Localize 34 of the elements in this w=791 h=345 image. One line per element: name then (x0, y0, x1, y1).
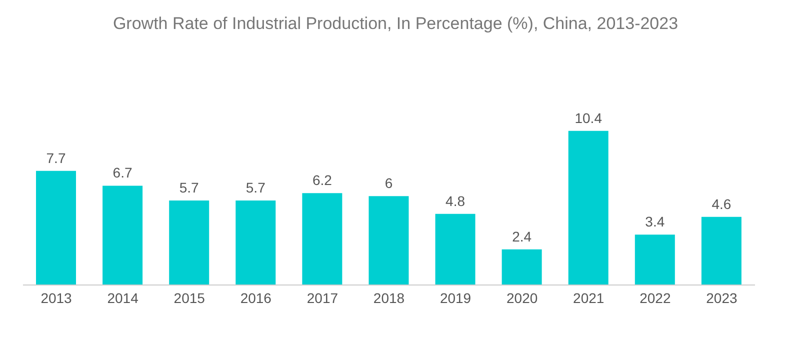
bar (169, 200, 210, 285)
x-tick-label: 2021 (573, 290, 604, 306)
bar (502, 249, 542, 285)
x-tick-label: 2019 (440, 290, 472, 306)
x-tick-label: 2022 (640, 290, 671, 306)
data-label: 4.6 (712, 196, 732, 212)
x-tick-label: 2013 (40, 290, 72, 306)
x-tick-label: 2017 (306, 290, 338, 306)
bar (568, 130, 608, 285)
bar (36, 170, 76, 285)
bar (102, 186, 143, 285)
bar (368, 196, 409, 285)
bar (236, 200, 276, 285)
x-tick-label: 2020 (506, 290, 538, 306)
bar (634, 234, 675, 285)
data-label: 10.4 (574, 110, 602, 126)
data-label: 6 (384, 175, 393, 192)
x-tick-label: 2018 (373, 290, 405, 306)
data-label: 3.4 (645, 214, 665, 230)
bar (302, 193, 342, 285)
data-label: 6.2 (312, 172, 332, 188)
data-label: 7.7 (46, 150, 66, 166)
data-label: 5.7 (246, 180, 266, 196)
chart-title: Growth Rate of Industrial Production, In Percentage (%), China, 2013-2023 (112, 14, 680, 34)
x-tick-label: 2015 (174, 290, 206, 306)
x-tick-label: 2023 (706, 290, 738, 306)
bar (435, 214, 476, 285)
data-label: 6.7 (112, 164, 132, 181)
x-tick-label: 2016 (240, 290, 272, 306)
data-label: 4.8 (446, 192, 466, 209)
x-tick-label: 2014 (107, 290, 139, 306)
data-label: 2.4 (512, 228, 532, 244)
bar (701, 216, 742, 285)
data-label: 5.7 (179, 180, 200, 196)
